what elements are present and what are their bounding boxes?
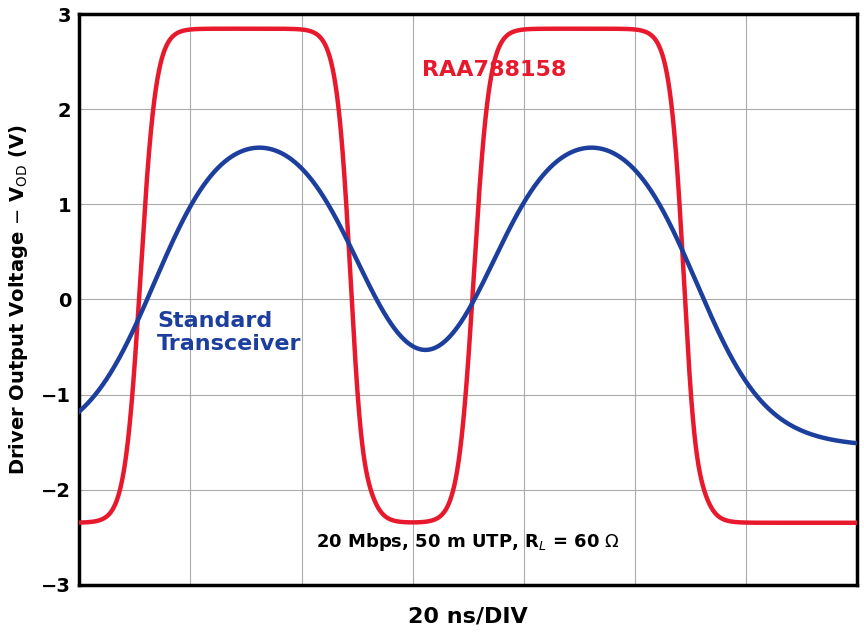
- Text: RAA788158: RAA788158: [422, 60, 566, 80]
- Text: 20 Mbps, 50 m UTP, R$_L$ = 60 $\Omega$: 20 Mbps, 50 m UTP, R$_L$ = 60 $\Omega$: [316, 531, 620, 553]
- X-axis label: 20 ns/DIV: 20 ns/DIV: [409, 606, 528, 626]
- Y-axis label: Driver Output Voltage $-$ V$_{\rm OD}$ (V): Driver Output Voltage $-$ V$_{\rm OD}$ (…: [7, 124, 30, 475]
- Text: Standard
Transceiver: Standard Transceiver: [157, 311, 302, 354]
